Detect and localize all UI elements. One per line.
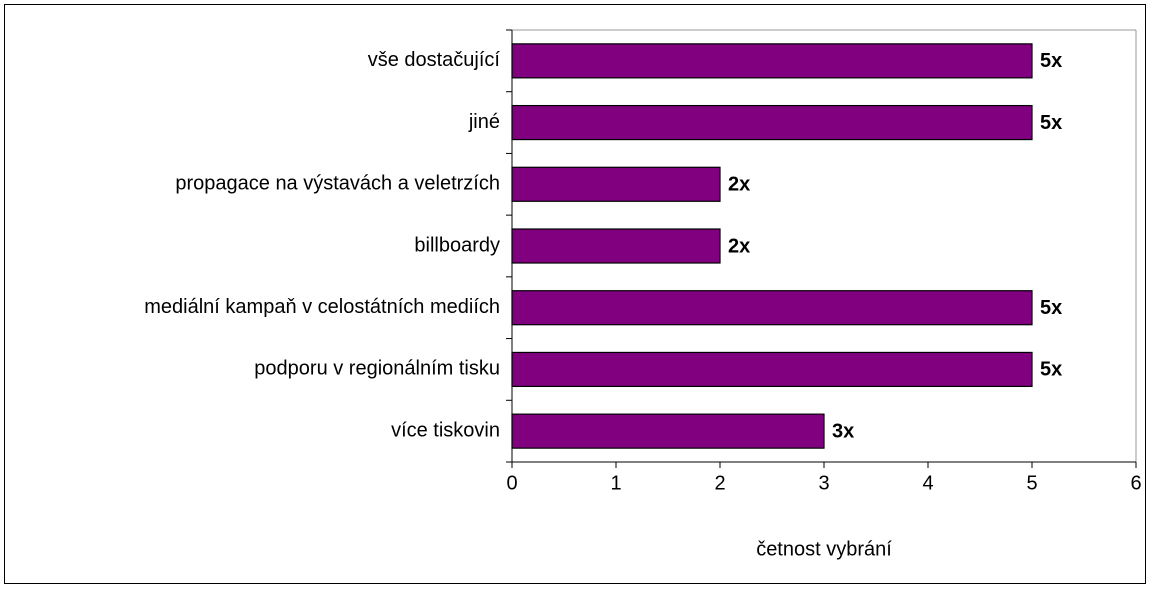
y-tick-label: billboardy (414, 234, 500, 256)
bar (511, 43, 1033, 79)
x-tick-label: 5 (1026, 472, 1037, 494)
value-label: 5x (1040, 297, 1062, 319)
x-tick-label: 1 (610, 472, 621, 494)
x-axis-label: četnost vybrání (756, 538, 892, 560)
x-tick-label: 6 (1130, 472, 1141, 494)
y-tick-label: propagace na výstavách a veletrzích (175, 173, 500, 195)
y-tick-label: podporu v regionálním tisku (254, 358, 500, 380)
bar (511, 228, 721, 264)
bar (511, 104, 1033, 141)
x-tick-label: 3 (818, 472, 829, 494)
value-label: 5x (1040, 50, 1062, 72)
x-tick-label: 4 (922, 472, 933, 494)
value-label: 5x (1040, 112, 1062, 134)
y-tick-label: více tiskovin (391, 419, 500, 441)
bar (511, 413, 825, 449)
value-label: 2x (728, 174, 750, 196)
bar (511, 351, 1033, 388)
y-tick-label: vše dostačující (368, 49, 501, 71)
value-label: 2x (728, 235, 750, 257)
value-label: 3x (832, 420, 854, 442)
x-tick-label: 2 (714, 472, 725, 494)
y-tick-label: mediální kampaň v celostátních mediích (144, 296, 500, 318)
bar (511, 290, 1033, 326)
value-label: 5x (1040, 359, 1062, 381)
y-tick-label: jiné (468, 111, 500, 133)
x-tick-label: 0 (506, 472, 517, 494)
bar (511, 166, 721, 202)
